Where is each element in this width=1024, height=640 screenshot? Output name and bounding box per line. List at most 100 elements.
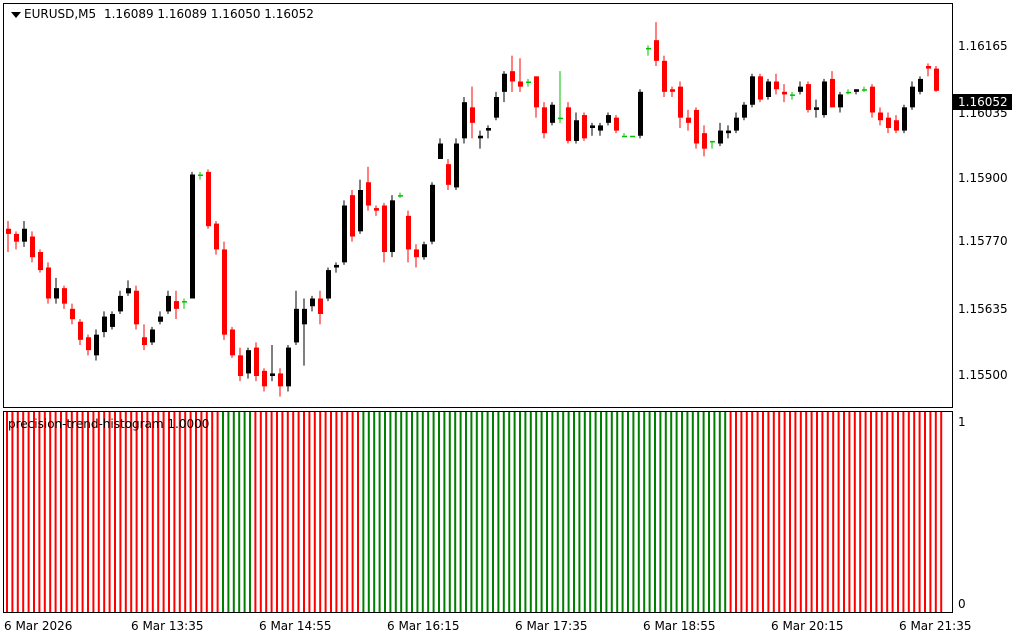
- candle: [630, 135, 635, 138]
- candle: [854, 89, 859, 95]
- candle: [446, 159, 451, 190]
- candle: [78, 319, 83, 345]
- histogram-bar: [135, 412, 138, 612]
- price-chart-pane[interactable]: EURUSD,M5 1.16089 1.16089 1.16050 1.1605…: [3, 3, 953, 408]
- histogram-bar: [578, 412, 581, 612]
- histogram-bar: [189, 412, 192, 612]
- candle: [790, 91, 795, 100]
- candle: [646, 45, 651, 56]
- candle: [494, 91, 499, 121]
- histogram-bar: [583, 412, 586, 612]
- histogram-bar: [65, 412, 68, 612]
- histogram-bar: [605, 412, 608, 612]
- histogram-bar: [670, 412, 673, 612]
- histogram-bar: [535, 412, 538, 612]
- histogram-bar: [913, 412, 916, 612]
- histogram-bar: [794, 412, 797, 612]
- histogram-bar: [637, 412, 640, 612]
- candle: [462, 97, 467, 144]
- candle: [294, 290, 299, 345]
- candle: [862, 86, 867, 92]
- histogram-bar: [22, 412, 25, 612]
- histogram-bar: [443, 412, 446, 612]
- candle: [718, 122, 723, 147]
- histogram-bar: [114, 412, 116, 612]
- histogram-bar: [454, 412, 457, 612]
- candle: [502, 71, 507, 103]
- histogram-bar: [880, 412, 883, 612]
- histogram-bar: [16, 412, 19, 612]
- candle: [126, 280, 131, 296]
- candle: [582, 112, 587, 141]
- histogram-bar: [864, 412, 867, 612]
- histogram-bar: [211, 412, 214, 612]
- histogram-bar: [438, 412, 440, 612]
- histogram-bar: [918, 412, 921, 612]
- histogram-bar: [686, 412, 689, 612]
- chart-menu-icon[interactable]: [11, 12, 21, 18]
- histogram-bar: [308, 412, 311, 612]
- histogram-bar: [427, 412, 430, 612]
- histogram-bar: [724, 412, 727, 612]
- histogram-bar: [843, 412, 845, 612]
- time-tick: 6 Mar 14:55: [259, 619, 332, 633]
- histogram-bar: [718, 412, 721, 612]
- candle: [254, 342, 259, 382]
- histogram-bar: [907, 412, 910, 612]
- candle: [46, 262, 51, 304]
- candle: [134, 285, 139, 330]
- candle: [678, 81, 683, 128]
- candle: [302, 298, 307, 366]
- candle: [278, 368, 283, 397]
- histogram-bar: [340, 412, 343, 612]
- histogram-bar: [54, 412, 57, 612]
- histogram-bar: [303, 412, 305, 612]
- histogram-bar: [459, 412, 462, 612]
- histogram-bar: [513, 412, 516, 612]
- candle: [318, 290, 323, 325]
- histogram-bar: [859, 412, 862, 612]
- histogram-bar: [529, 412, 532, 612]
- histogram-bar: [886, 412, 889, 612]
- candle: [774, 73, 779, 95]
- candle: [654, 22, 659, 66]
- candle: [798, 81, 803, 95]
- candle: [894, 115, 899, 134]
- histogram-bar: [767, 412, 770, 612]
- candle: [518, 58, 523, 92]
- histogram-bar: [324, 412, 327, 612]
- histogram-bar: [394, 412, 397, 612]
- histogram-bar: [238, 412, 241, 612]
- candle: [742, 102, 747, 121]
- candle: [558, 71, 563, 123]
- candle: [182, 298, 187, 309]
- candle: [622, 133, 627, 138]
- histogram-bar: [373, 412, 376, 612]
- histogram-bar: [205, 412, 208, 612]
- candle: [30, 231, 35, 263]
- histogram-bar: [60, 412, 62, 612]
- candle: [334, 262, 339, 273]
- time-tick: 6 Mar 17:35: [515, 619, 588, 633]
- histogram-bar: [627, 412, 629, 612]
- histogram-bar: [740, 412, 743, 612]
- histogram-bar: [805, 412, 808, 612]
- candle: [326, 267, 331, 302]
- histogram-bar: [162, 412, 165, 612]
- time-tick: 6 Mar 21:35: [899, 619, 972, 633]
- histogram-bar: [708, 412, 710, 612]
- candle: [22, 221, 27, 247]
- histogram-bar: [76, 412, 79, 612]
- indicator-pane[interactable]: precision-trend-histogram 1.0000: [3, 411, 953, 613]
- candle: [142, 324, 147, 351]
- histogram-bar: [119, 412, 122, 612]
- histogram-bar: [124, 412, 127, 612]
- candle: [6, 221, 11, 252]
- histogram-bar: [384, 412, 386, 612]
- histogram-bar: [697, 412, 700, 612]
- histogram-bar: [897, 412, 899, 612]
- histogram-bar: [103, 412, 106, 612]
- candle: [174, 290, 179, 320]
- histogram-bar: [826, 412, 829, 612]
- time-tick: 6 Mar 13:35: [131, 619, 204, 633]
